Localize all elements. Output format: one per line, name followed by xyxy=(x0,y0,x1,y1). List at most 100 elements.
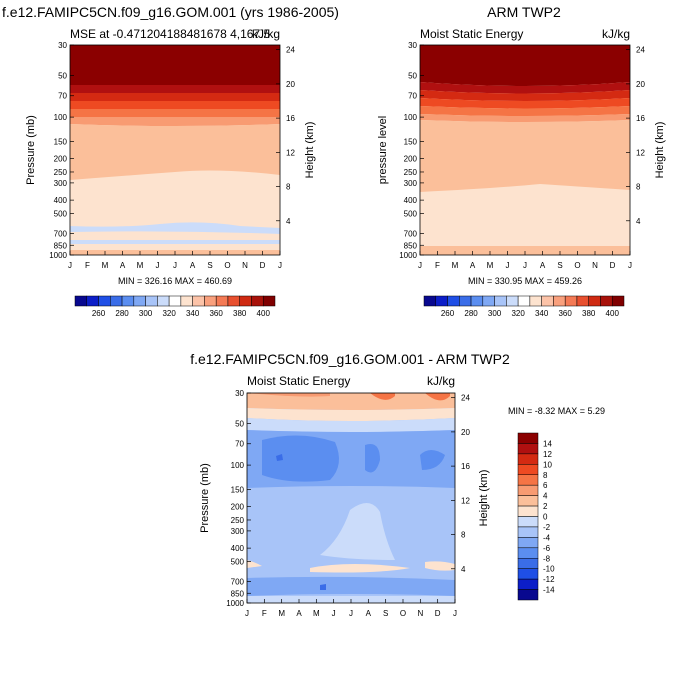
colorbar-box xyxy=(517,495,539,507)
colorbar-label: 4 xyxy=(543,492,548,501)
colorbar-box xyxy=(435,295,448,307)
y-right-tick-label: 24 xyxy=(636,46,645,55)
y-tick-label: 70 xyxy=(58,92,67,101)
y-right-tick-label: 24 xyxy=(461,394,470,403)
y-right-tick-label: 16 xyxy=(636,114,645,123)
y-tick-label: 70 xyxy=(235,440,244,449)
x-tick-label: A xyxy=(190,261,196,270)
y-tick-label: 50 xyxy=(408,72,417,81)
x-tick-label: J xyxy=(245,609,249,618)
colorbar-box xyxy=(576,295,589,307)
colorbar-box xyxy=(227,295,240,307)
y-right-tick-label: 16 xyxy=(461,462,470,471)
colorbar-box xyxy=(157,295,170,307)
x-tick-label: J xyxy=(453,609,457,618)
y-right-tick-label: 4 xyxy=(286,217,291,226)
colorbar-label: 12 xyxy=(543,450,552,459)
y-tick-label: 1000 xyxy=(49,251,67,260)
x-tick-label: M xyxy=(487,261,494,270)
panel3-ylabel-right: Height (km) xyxy=(478,470,490,527)
x-tick-label: S xyxy=(207,261,212,270)
colorbar-box xyxy=(517,453,539,465)
y-tick-label: 850 xyxy=(231,589,245,598)
colorbar-label: 320 xyxy=(511,309,525,318)
x-tick-label: N xyxy=(242,261,248,270)
y-right-tick-label: 4 xyxy=(461,565,466,574)
x-tick-label: D xyxy=(260,261,266,270)
colorbar-label: 10 xyxy=(543,460,552,469)
panel1-units: kJ/kg xyxy=(252,27,280,41)
y-tick-label: 200 xyxy=(404,155,418,164)
colorbar-box xyxy=(517,474,539,486)
panel1-ylabel: Pressure (mb) xyxy=(25,115,37,185)
y-tick-label: 400 xyxy=(231,544,245,553)
panel2-subtitle-left: Moist Static Energy xyxy=(420,27,523,41)
y-tick-label: 300 xyxy=(404,179,418,188)
y-tick-label: 30 xyxy=(58,41,67,50)
panel2-units: kJ/kg xyxy=(602,27,630,41)
panel-model-mse: f.e12.FAMIPC5CN.f09_g16.GOM.001 (yrs 198… xyxy=(2,4,339,318)
y-tick-label: 300 xyxy=(54,179,68,188)
x-tick-label: A xyxy=(540,261,546,270)
panel3-y-axis-right: 24 20 16 12 8 4 xyxy=(451,394,470,574)
colorbar-label: 380 xyxy=(233,309,247,318)
y-tick-label: 250 xyxy=(231,516,245,525)
colorbar-label: 400 xyxy=(257,309,271,318)
colorbar-label: 280 xyxy=(464,309,478,318)
colorbar-box xyxy=(517,526,539,538)
y-tick-label: 100 xyxy=(231,461,245,470)
x-tick-label: S xyxy=(383,609,388,618)
colorbar-label: -8 xyxy=(543,554,551,563)
colorbar-label: 380 xyxy=(582,309,596,318)
panel1-contour-field xyxy=(69,44,281,256)
colorbar-box xyxy=(600,295,613,307)
colorbar-box xyxy=(239,295,252,307)
colorbar-box xyxy=(564,295,578,307)
x-tick-label: M xyxy=(137,261,144,270)
y-tick-label: 700 xyxy=(404,230,418,239)
x-tick-label: N xyxy=(592,261,598,270)
colorbar-box xyxy=(133,295,146,307)
y-tick-label: 400 xyxy=(404,196,418,205)
colorbar-box xyxy=(262,295,276,307)
panel2-minmax: MIN = 330.95 MAX = 459.26 xyxy=(468,276,582,286)
colorbar-box xyxy=(74,295,88,307)
x-tick-label: F xyxy=(435,261,440,270)
colorbar-label: 8 xyxy=(543,471,548,480)
x-tick-label: M xyxy=(278,609,285,618)
colorbar-box xyxy=(204,295,217,307)
colorbar-box xyxy=(251,295,264,307)
y-right-tick-label: 20 xyxy=(286,80,295,89)
y-tick-label: 70 xyxy=(408,92,417,101)
colorbar-box xyxy=(98,295,111,307)
y-tick-label: 500 xyxy=(231,557,245,566)
panel1-ylabel-right: Height (km) xyxy=(304,122,316,179)
colorbar-label: 300 xyxy=(488,309,502,318)
panel1-y-axis-right: 24 20 16 12 8 4 xyxy=(276,46,295,226)
colorbar-label: 400 xyxy=(606,309,620,318)
colorbar-label: 360 xyxy=(209,309,223,318)
panel-difference: f.e12.FAMIPC5CN.f09_g16.GOM.001 - ARM TW… xyxy=(190,351,605,618)
x-tick-label: M xyxy=(102,261,109,270)
x-tick-label: A xyxy=(366,609,372,618)
x-tick-label: M xyxy=(313,609,320,618)
colorbar-box xyxy=(180,295,193,307)
x-tick-label: J xyxy=(418,261,422,270)
colorbar-box xyxy=(506,295,519,307)
colorbar-label: 280 xyxy=(115,309,129,318)
colorbar-box xyxy=(192,295,205,307)
colorbar-box xyxy=(553,295,566,307)
y-right-tick-label: 8 xyxy=(461,531,466,540)
y-tick-label: 250 xyxy=(404,168,418,177)
colorbar-label: 260 xyxy=(441,309,455,318)
colorbar-box xyxy=(517,484,539,496)
y-tick-label: 150 xyxy=(404,137,418,146)
panel2-y-axis-right: 24 20 16 12 8 4 xyxy=(626,46,645,226)
colorbar-box xyxy=(517,295,531,307)
y-right-tick-label: 8 xyxy=(286,183,291,192)
x-tick-label: N xyxy=(417,609,423,618)
